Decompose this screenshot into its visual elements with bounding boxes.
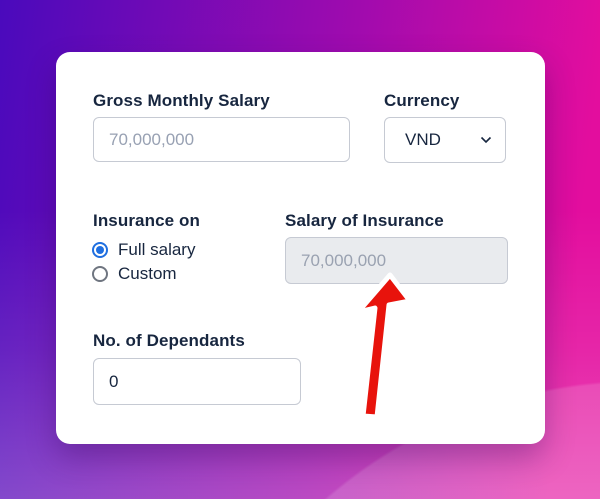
gross-monthly-salary-label: Gross Monthly Salary: [93, 91, 270, 110]
currency-select[interactable]: VND: [384, 117, 506, 163]
dependants-label: No. of Dependants: [93, 331, 245, 350]
form-card: Gross Monthly Salary Currency VND Insura…: [56, 52, 545, 444]
salary-of-insurance-input: [285, 237, 508, 284]
currency-label: Currency: [384, 91, 460, 110]
insurance-on-label: Insurance on: [93, 211, 201, 230]
radio-custom[interactable]: Custom: [92, 264, 177, 284]
radio-unselected-icon[interactable]: [92, 266, 108, 282]
radio-selected-icon[interactable]: [92, 242, 108, 258]
radio-full-salary[interactable]: Full salary: [92, 240, 195, 260]
radio-custom-label[interactable]: Custom: [118, 264, 177, 283]
gross-monthly-salary-input[interactable]: [93, 117, 350, 162]
currency-selected-value: VND: [405, 130, 441, 149]
salary-of-insurance-label: Salary of Insurance: [285, 211, 444, 230]
dependants-input[interactable]: [93, 358, 301, 405]
radio-full-salary-label[interactable]: Full salary: [118, 240, 196, 259]
chevron-down-icon: [480, 136, 492, 144]
